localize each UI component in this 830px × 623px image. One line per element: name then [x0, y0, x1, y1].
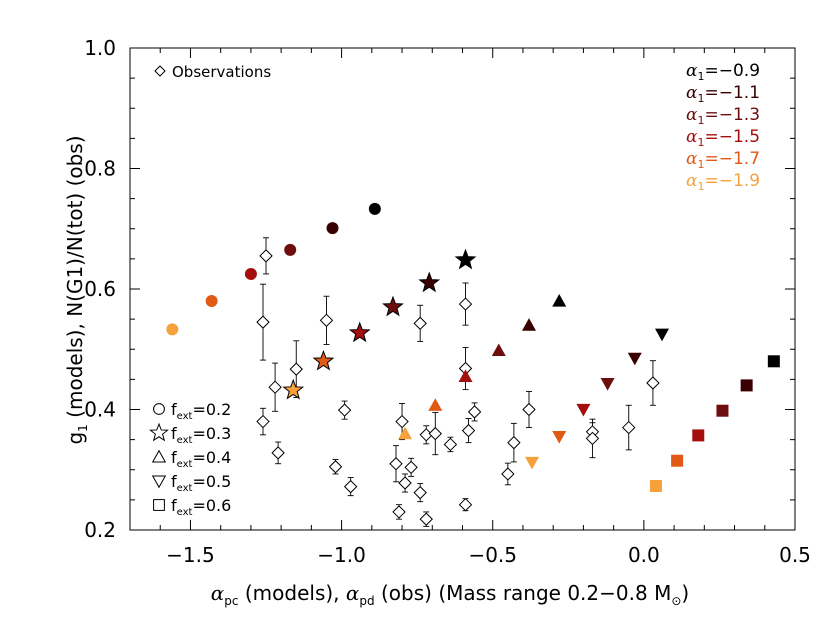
alpha-legend-entry: α1=−1.3	[686, 105, 760, 127]
model-point-square	[671, 454, 684, 467]
axis-ticks	[129, 47, 796, 531]
fext-legend-label: fext=0.6	[171, 496, 231, 518]
observation-point	[443, 437, 458, 452]
model-point-star	[418, 271, 441, 293]
model-point-circle	[368, 202, 381, 215]
y-axis-label: g1 (models), N(G1)/N(tot) (obs)	[63, 135, 90, 444]
observation-point	[501, 467, 515, 481]
observation-point	[522, 402, 536, 417]
observation-points	[256, 249, 660, 526]
y-tick-label: 0.8	[84, 157, 116, 181]
x-axis-label: αpc (models), αpd (obs) (Mass range 0.2−…	[211, 581, 689, 608]
model-point-star	[312, 349, 335, 371]
x-tick-label: −1.0	[317, 543, 366, 567]
model-point-star	[282, 378, 305, 400]
error-bars	[260, 237, 656, 527]
observation-point	[404, 460, 418, 475]
model-point-triangle-down	[576, 403, 591, 417]
model-point-circle	[205, 295, 218, 308]
model-point-triangle-down	[655, 328, 669, 342]
model-point-square	[716, 404, 729, 417]
model-point-triangle-down	[600, 377, 615, 391]
fext-legend-label: fext=0.2	[171, 400, 231, 422]
observations-legend: Observations	[154, 63, 271, 81]
model-points	[166, 202, 780, 493]
observation-point	[256, 414, 270, 429]
y-tick-label: 0.6	[84, 277, 116, 301]
model-point-square	[649, 480, 662, 493]
alpha-legend-entry: α1=−1.9	[686, 171, 760, 193]
model-point-triangle-up	[428, 398, 443, 411]
observation-point	[271, 446, 285, 460]
observation-point	[461, 423, 476, 438]
model-point-circle	[326, 222, 339, 235]
observation-point	[398, 476, 412, 490]
observation-point	[328, 460, 343, 474]
alpha-legend-entry: α1=−1.1	[686, 83, 760, 105]
observation-point	[413, 485, 427, 500]
observation-point	[389, 457, 403, 471]
observation-point	[259, 249, 273, 263]
y-tick-label: 0.4	[84, 398, 116, 422]
model-point-square	[692, 429, 705, 442]
observation-point	[467, 405, 482, 419]
model-point-triangle-up	[522, 318, 536, 331]
observation-point	[458, 497, 473, 512]
fext-legend-marker	[151, 475, 167, 489]
model-point-circle	[166, 323, 179, 336]
observation-point	[458, 297, 473, 311]
observation-point	[428, 426, 443, 441]
model-point-star	[454, 248, 477, 270]
fext-legend-marker	[153, 403, 165, 415]
observation-point	[343, 479, 358, 494]
fext-legend-marker	[151, 449, 167, 463]
model-point-triangle-down	[627, 352, 642, 366]
model-point-square	[740, 379, 753, 392]
model-point-triangle-up	[552, 294, 567, 307]
x-tick-label: −0.5	[468, 543, 517, 567]
fext-legend-marker	[153, 499, 165, 511]
observation-point	[268, 380, 282, 394]
observation-point	[507, 435, 521, 450]
x-tick-label: −1.5	[166, 543, 215, 567]
tick-labels: −1.5 −1.0 −0.5 0.0 0.5 0.2 0.4 0.6 0.8 1.0	[84, 36, 811, 567]
alpha-legend-entry: α1=−1.7	[686, 149, 760, 171]
x-tick-label: 0.5	[779, 543, 811, 567]
x-tick-label: 0.0	[628, 543, 660, 567]
model-point-star	[348, 321, 371, 343]
model-point-circle	[284, 243, 297, 256]
observation-point	[622, 420, 636, 435]
observation-point	[392, 505, 406, 519]
observation-point	[413, 316, 427, 331]
alpha-legend-entry: α1=−0.9	[686, 61, 760, 83]
observation-point	[256, 315, 270, 329]
model-point-triangle-up	[491, 343, 506, 357]
model-point-star	[382, 295, 404, 317]
observation-point	[337, 403, 352, 417]
fext-legend-label: fext=0.5	[171, 472, 231, 494]
observation-point	[419, 512, 433, 526]
observations-legend-marker	[154, 65, 166, 77]
y-tick-label: 0.2	[84, 518, 116, 542]
fext-legend-marker	[149, 422, 169, 442]
model-point-triangle-down	[525, 456, 540, 470]
model-point-circle	[244, 267, 257, 280]
y-tick-label: 1.0	[84, 36, 116, 60]
observation-point	[289, 362, 303, 376]
alpha-legend: α1=−0.9α1=−1.1α1=−1.3α1=−1.5α1=−1.7α1=−1…	[686, 61, 760, 193]
model-point-square	[767, 355, 780, 368]
observation-point	[646, 376, 660, 390]
observation-point	[395, 414, 409, 429]
fext-legend-label: fext=0.4	[171, 448, 231, 470]
model-point-triangle-down	[552, 431, 567, 444]
observations-legend-label: Observations	[172, 63, 271, 81]
observation-point	[319, 313, 334, 328]
model-point-triangle-up	[458, 369, 473, 382]
alpha-legend-entry: α1=−1.5	[686, 127, 760, 149]
model-point-triangle-up	[398, 426, 413, 440]
observation-point	[585, 431, 600, 446]
fext-legend-label: fext=0.3	[171, 424, 231, 446]
